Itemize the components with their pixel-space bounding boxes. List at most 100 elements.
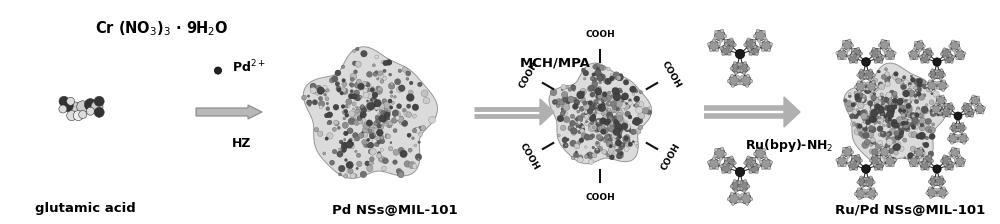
Circle shape bbox=[343, 150, 345, 152]
Circle shape bbox=[945, 103, 953, 112]
Circle shape bbox=[882, 155, 885, 158]
Circle shape bbox=[902, 76, 906, 79]
Circle shape bbox=[632, 141, 634, 143]
Circle shape bbox=[729, 194, 739, 204]
Circle shape bbox=[862, 165, 870, 173]
Circle shape bbox=[837, 50, 847, 59]
Circle shape bbox=[955, 50, 965, 59]
Circle shape bbox=[386, 134, 391, 139]
Circle shape bbox=[873, 86, 879, 91]
Circle shape bbox=[394, 95, 396, 98]
Circle shape bbox=[960, 131, 963, 134]
Text: Ru/Pd NSs@MIL-101: Ru/Pd NSs@MIL-101 bbox=[835, 204, 985, 217]
Circle shape bbox=[709, 166, 713, 170]
Circle shape bbox=[887, 105, 895, 113]
Circle shape bbox=[927, 81, 936, 90]
Circle shape bbox=[855, 91, 858, 94]
Circle shape bbox=[877, 126, 883, 132]
Circle shape bbox=[599, 74, 605, 81]
Circle shape bbox=[747, 156, 750, 159]
Circle shape bbox=[354, 120, 359, 125]
Circle shape bbox=[734, 189, 737, 193]
Circle shape bbox=[949, 54, 952, 57]
Circle shape bbox=[898, 136, 900, 138]
Circle shape bbox=[741, 194, 751, 204]
Circle shape bbox=[341, 89, 343, 91]
Circle shape bbox=[563, 97, 567, 102]
Circle shape bbox=[907, 100, 911, 103]
Circle shape bbox=[575, 118, 578, 121]
Circle shape bbox=[712, 39, 716, 42]
Circle shape bbox=[378, 73, 384, 78]
Circle shape bbox=[615, 139, 619, 143]
Circle shape bbox=[860, 110, 866, 116]
Circle shape bbox=[895, 133, 900, 139]
Circle shape bbox=[866, 120, 871, 125]
Circle shape bbox=[602, 119, 607, 123]
Circle shape bbox=[347, 169, 351, 173]
Circle shape bbox=[385, 116, 390, 121]
Circle shape bbox=[611, 146, 616, 152]
Circle shape bbox=[914, 46, 917, 50]
Circle shape bbox=[732, 181, 742, 191]
Circle shape bbox=[862, 99, 868, 105]
Circle shape bbox=[608, 114, 613, 119]
Circle shape bbox=[319, 105, 323, 109]
Circle shape bbox=[868, 78, 871, 81]
Circle shape bbox=[864, 70, 867, 73]
Circle shape bbox=[936, 101, 939, 104]
Circle shape bbox=[753, 39, 756, 43]
Circle shape bbox=[872, 162, 876, 165]
Circle shape bbox=[945, 107, 948, 109]
Circle shape bbox=[720, 147, 724, 151]
Circle shape bbox=[370, 98, 377, 104]
Circle shape bbox=[945, 192, 948, 194]
Circle shape bbox=[622, 136, 629, 142]
Circle shape bbox=[900, 83, 907, 90]
Circle shape bbox=[577, 157, 583, 163]
Circle shape bbox=[587, 86, 593, 92]
Circle shape bbox=[575, 151, 577, 153]
Circle shape bbox=[609, 138, 616, 145]
Circle shape bbox=[616, 107, 620, 111]
Circle shape bbox=[928, 55, 931, 58]
Circle shape bbox=[603, 136, 610, 143]
Circle shape bbox=[933, 165, 941, 173]
Circle shape bbox=[379, 158, 382, 161]
Circle shape bbox=[731, 84, 735, 87]
Circle shape bbox=[620, 151, 623, 155]
Circle shape bbox=[388, 121, 392, 126]
Circle shape bbox=[862, 129, 867, 133]
Circle shape bbox=[942, 108, 951, 117]
Circle shape bbox=[319, 92, 322, 95]
Circle shape bbox=[761, 166, 765, 170]
Circle shape bbox=[589, 115, 596, 122]
Circle shape bbox=[963, 159, 966, 162]
Circle shape bbox=[387, 120, 391, 124]
Circle shape bbox=[714, 154, 717, 158]
Circle shape bbox=[578, 155, 583, 160]
Circle shape bbox=[643, 109, 646, 112]
Circle shape bbox=[358, 88, 361, 91]
Circle shape bbox=[869, 159, 873, 162]
Circle shape bbox=[397, 104, 402, 109]
Circle shape bbox=[418, 126, 423, 131]
Circle shape bbox=[357, 112, 363, 118]
Circle shape bbox=[596, 148, 598, 151]
Circle shape bbox=[862, 142, 869, 149]
Circle shape bbox=[619, 128, 622, 131]
Circle shape bbox=[861, 133, 866, 139]
Circle shape bbox=[929, 100, 934, 105]
Circle shape bbox=[738, 181, 748, 191]
Circle shape bbox=[857, 188, 860, 191]
Circle shape bbox=[957, 46, 960, 50]
Circle shape bbox=[359, 96, 362, 99]
Circle shape bbox=[928, 48, 931, 51]
Circle shape bbox=[964, 102, 967, 105]
Circle shape bbox=[375, 71, 378, 73]
Circle shape bbox=[919, 49, 922, 52]
Circle shape bbox=[874, 78, 878, 82]
Circle shape bbox=[389, 106, 393, 109]
Circle shape bbox=[576, 116, 583, 123]
Circle shape bbox=[606, 141, 613, 147]
